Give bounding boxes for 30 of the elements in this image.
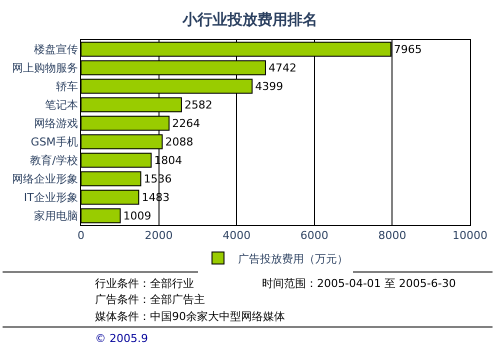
y-tick-label: 家用电脑 — [34, 210, 78, 223]
text: 媒体条件：中国90余家大中型网络媒体 — [95, 310, 285, 323]
text: 时间范围：2005-04-01 至 2005-6-30 — [262, 277, 456, 290]
data-label: 2582 — [184, 98, 212, 112]
y-tick-label: 轿车 — [56, 80, 78, 94]
data-label: 4742 — [268, 61, 296, 74]
y-tick-label: 教育/学校 — [30, 154, 78, 168]
text: © 2005.9 — [95, 332, 148, 345]
y-tick-label: 网络企业形象 — [12, 172, 78, 186]
x-tick-label: 8000 — [378, 229, 406, 242]
legend-label: 广告投放费用（万元） — [238, 252, 348, 266]
text: 广告条件：全部广告主 — [95, 293, 205, 306]
data-label: 1009 — [123, 209, 152, 222]
y-tick-label: IT企业形象 — [24, 191, 78, 204]
y-tick-label: 网络游戏 — [34, 117, 78, 130]
text: 行业条件：全部行业 — [95, 277, 194, 290]
x-tick-label: 2000 — [144, 229, 173, 242]
y-tick-label: 网上购物服务 — [12, 62, 78, 75]
x-tick-label: 0 — [78, 229, 84, 242]
data-label: 2264 — [172, 116, 200, 130]
x-tick-label: 6000 — [300, 229, 328, 242]
chart-title: 小行业投放费用排名 — [182, 10, 318, 28]
data-label: 7965 — [394, 42, 422, 56]
x-tick-label: 4000 — [222, 229, 251, 242]
x-tick-label: 10000 — [452, 229, 488, 242]
y-tick-label: 笔记本 — [44, 98, 78, 112]
y-tick-label: GSM手机 — [30, 136, 78, 149]
data-label: 2088 — [165, 135, 194, 148]
data-label: 4399 — [255, 80, 284, 93]
y-tick-label: 楼盘宣传 — [34, 43, 78, 56]
